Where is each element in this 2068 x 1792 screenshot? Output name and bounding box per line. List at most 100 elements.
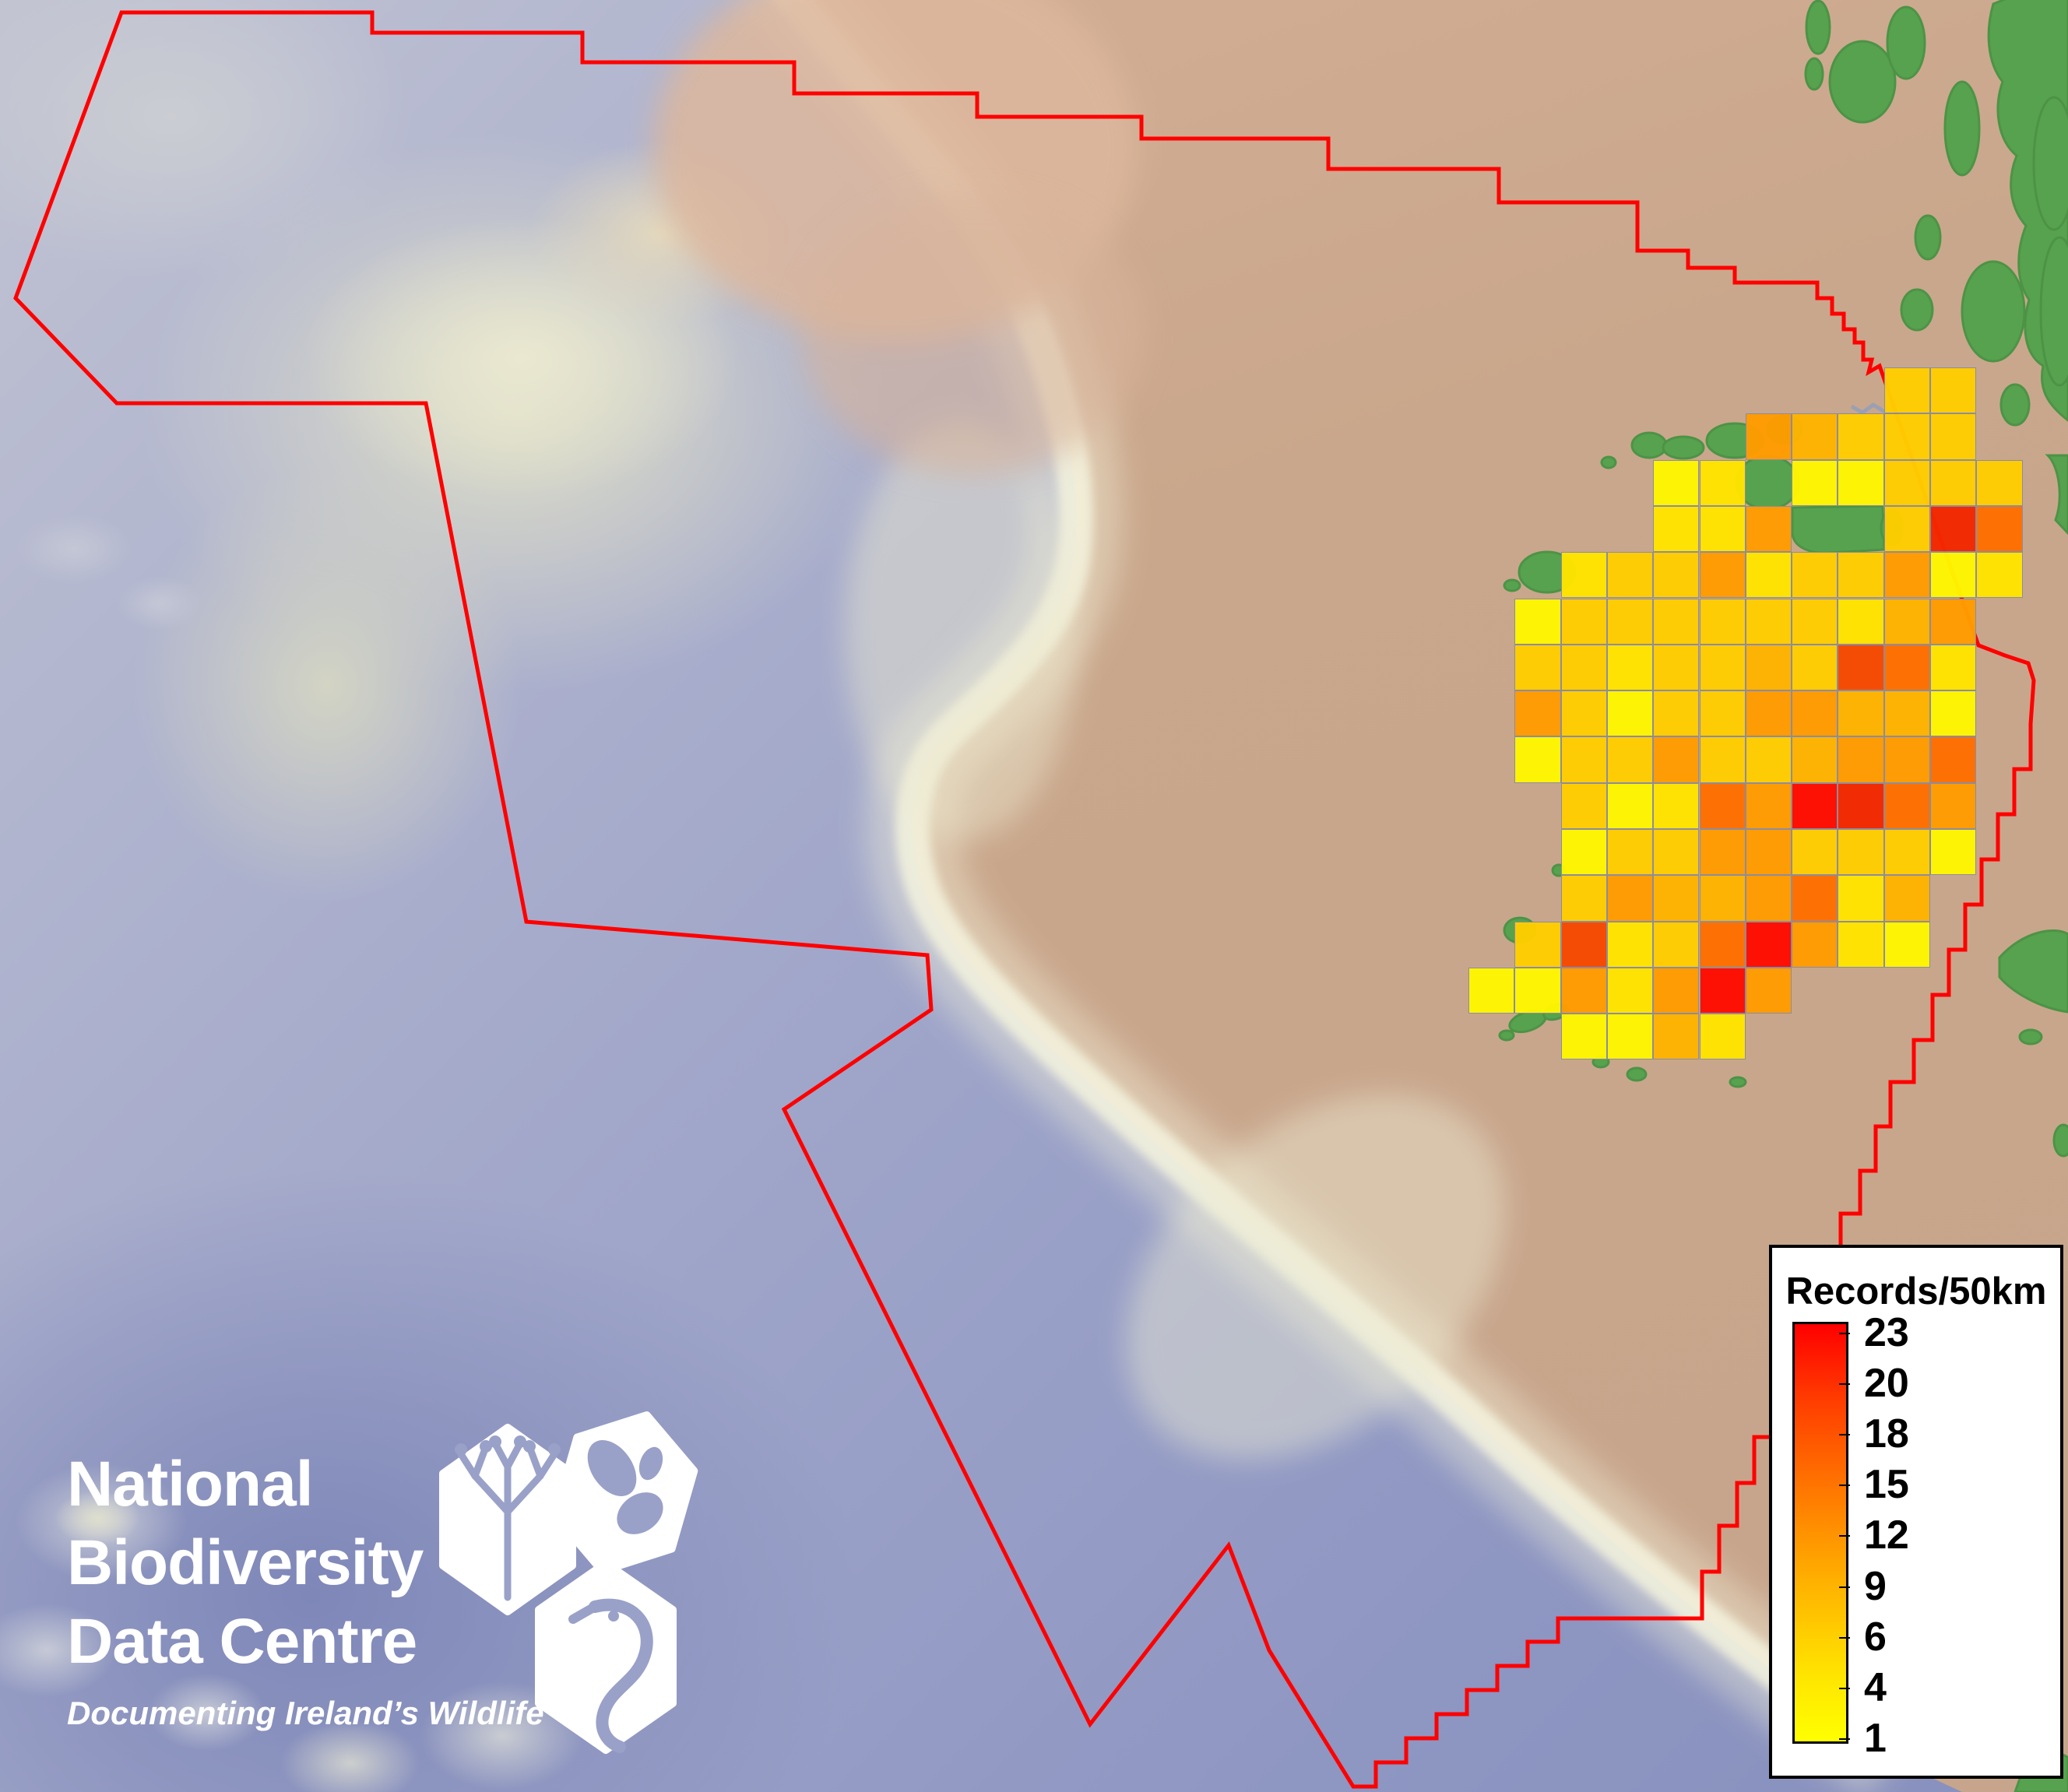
grid-cell [1838,459,1884,506]
legend-box: Records/50km 23 20 18 15 12 9 6 4 1 [1769,1245,2063,1779]
ulster-gap-land [1791,504,1886,554]
grid-cell [1560,690,1607,737]
grid-cell [1560,552,1607,599]
legend-tick-mark [1839,1636,1850,1639]
grid-cell [1883,367,1930,414]
grid-cell [1838,782,1884,829]
grid-cell [1838,921,1884,968]
butterfly-icon [587,1439,663,1534]
grid-cell [1653,736,1700,783]
grid-cell [1699,829,1746,876]
legend-tick-mark [1839,1535,1850,1537]
grid-cell [1883,736,1930,783]
grid-cell [1560,829,1607,876]
grid-cell [1560,875,1607,922]
seamount-4 [280,1720,420,1792]
grid-cell [1745,921,1792,968]
logo-text-line: Biodiversity [67,1527,424,1598]
island-dot [1729,1076,1747,1088]
ridge-spot-1 [16,514,132,584]
grid-cell [1745,782,1792,829]
grid-cell [1976,552,2023,599]
grid-cell [1838,413,1884,460]
grid-cell [1745,505,1792,553]
grid-cell [1606,552,1654,599]
grid-cell [1745,552,1792,599]
hebrides-island [2032,96,2068,231]
slope-fan-2 [845,420,1078,841]
grid-cell [1792,644,1838,691]
grid-cell [1560,1014,1607,1060]
grid-cell [1838,875,1884,922]
grid-cell [1606,1014,1654,1060]
logo-text: National Biodiversity Data Centre [67,1445,544,1681]
island-dot [1503,578,1521,592]
grid-cell [1792,829,1838,876]
grid-cell [1560,598,1607,645]
legend-title: Records/50km [1785,1270,2047,1312]
logo-tagline: Documenting Ireland’s Wildlife [67,1695,544,1731]
legend-tick-mark [1839,1333,1850,1334]
grid-cell [1653,782,1700,829]
legend-tick-label: 1 [1864,1715,1887,1761]
grid-cell [1560,736,1607,783]
seamount-1-top [55,1491,140,1545]
grid-cell [1883,413,1930,460]
legend-tick-mark [1839,1586,1850,1588]
grid-cell [1653,829,1700,876]
grid-cell [1653,459,1700,506]
grid-cell [1838,644,1884,691]
island-dot [2052,1123,2068,1158]
nbdc-logo: National Biodiversity Data Centre Document… [67,1445,544,1732]
grid-cell [1745,736,1792,783]
grid-cell [1930,598,1977,645]
grid-cell [1883,505,1930,553]
grid-cell [1930,829,1977,876]
grid-cell [1883,459,1930,506]
legend-tick-label: 23 [1864,1310,1909,1355]
grid-cell [1514,921,1561,968]
grid-cell [1792,459,1838,506]
grid-cell [1560,921,1607,968]
antrim-coast [2045,454,2068,536]
grid-cell [1606,690,1654,737]
grid-cell [1699,736,1746,783]
eez-boundary-line [13,10,2036,1789]
grid-cell [1514,736,1561,783]
grid-cell [1792,552,1838,599]
grid-cell [1653,552,1700,599]
grid-cell [1976,505,2023,553]
grid-cell [1653,690,1700,737]
grid-cell [1606,736,1654,783]
wales-coast [1998,929,2068,1014]
legend-tick-label: 15 [1864,1462,1909,1508]
grid-cell [1653,644,1700,691]
grid-cell [1883,690,1930,737]
grid-cell [1838,598,1884,645]
island-dot [1600,455,1617,469]
island-dot [1914,214,1942,261]
island-dot [2018,1028,2043,1045]
logo-text-line: Data Centre [67,1606,417,1677]
island-dot [1999,383,2031,427]
grid-cell [1745,967,1792,1014]
grid-cell [1653,967,1700,1014]
island-dot [1626,1066,1648,1082]
grid-cell [1930,644,1977,691]
grid-cell [1792,598,1838,645]
legend-tick-label: 12 [1864,1513,1909,1558]
grid-cell [1930,690,1977,737]
legend-tick-label: 18 [1864,1411,1909,1457]
grid-cell [1930,505,1977,553]
grid-cell [1838,736,1884,783]
seahorse-eye [608,1611,619,1622]
legend-tick-label: 6 [1864,1614,1887,1660]
jura-island [1886,5,1926,80]
grid-cell [1606,644,1654,691]
grid-cell [1930,459,1977,506]
grid-cell [1560,967,1607,1014]
kintyre-island [1943,80,1981,177]
legend-tick-mark [1839,1687,1850,1689]
grid-cell [1883,644,1930,691]
